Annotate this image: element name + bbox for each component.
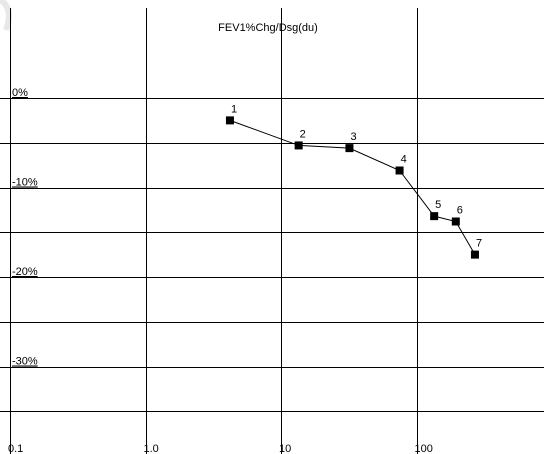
series: 1 2 3 4 5 6 7	[225, 103, 482, 259]
data-point-marker	[294, 141, 303, 150]
chart-title: FEV1%Chg/Dsg(du)	[218, 22, 318, 34]
x-tick-label: 1.0	[144, 443, 159, 454]
x-tick-label: 100	[415, 443, 433, 454]
data-point-label: 5	[435, 199, 441, 211]
data-point-label: 1	[231, 103, 237, 115]
grid	[0, 8, 544, 454]
data-point-marker	[345, 144, 354, 153]
y-tick-label: -20%	[12, 266, 38, 278]
data-point-marker	[430, 212, 439, 221]
data-point-label: 4	[401, 153, 407, 165]
data-point-label: 6	[457, 205, 463, 217]
watermark-arc	[0, 0, 12, 32]
x-tick-labels: 0.1 1.0 10 100	[8, 443, 433, 454]
data-point-marker	[225, 116, 234, 125]
y-tick-labels: 0% -10% -20% -30%	[12, 87, 38, 368]
y-tick-label: -10%	[12, 177, 38, 189]
data-point-marker	[470, 250, 479, 259]
data-point-marker	[451, 217, 460, 226]
data-point-label: 2	[300, 128, 306, 140]
data-point-label: 3	[350, 131, 356, 143]
x-tick-label: 10	[279, 443, 291, 454]
data-point-label: 7	[476, 238, 482, 250]
y-tick-label: 0%	[12, 87, 28, 99]
x-tick-label: 0.1	[8, 443, 23, 454]
y-tick-label: -30%	[12, 356, 38, 368]
data-point-marker	[395, 166, 404, 175]
